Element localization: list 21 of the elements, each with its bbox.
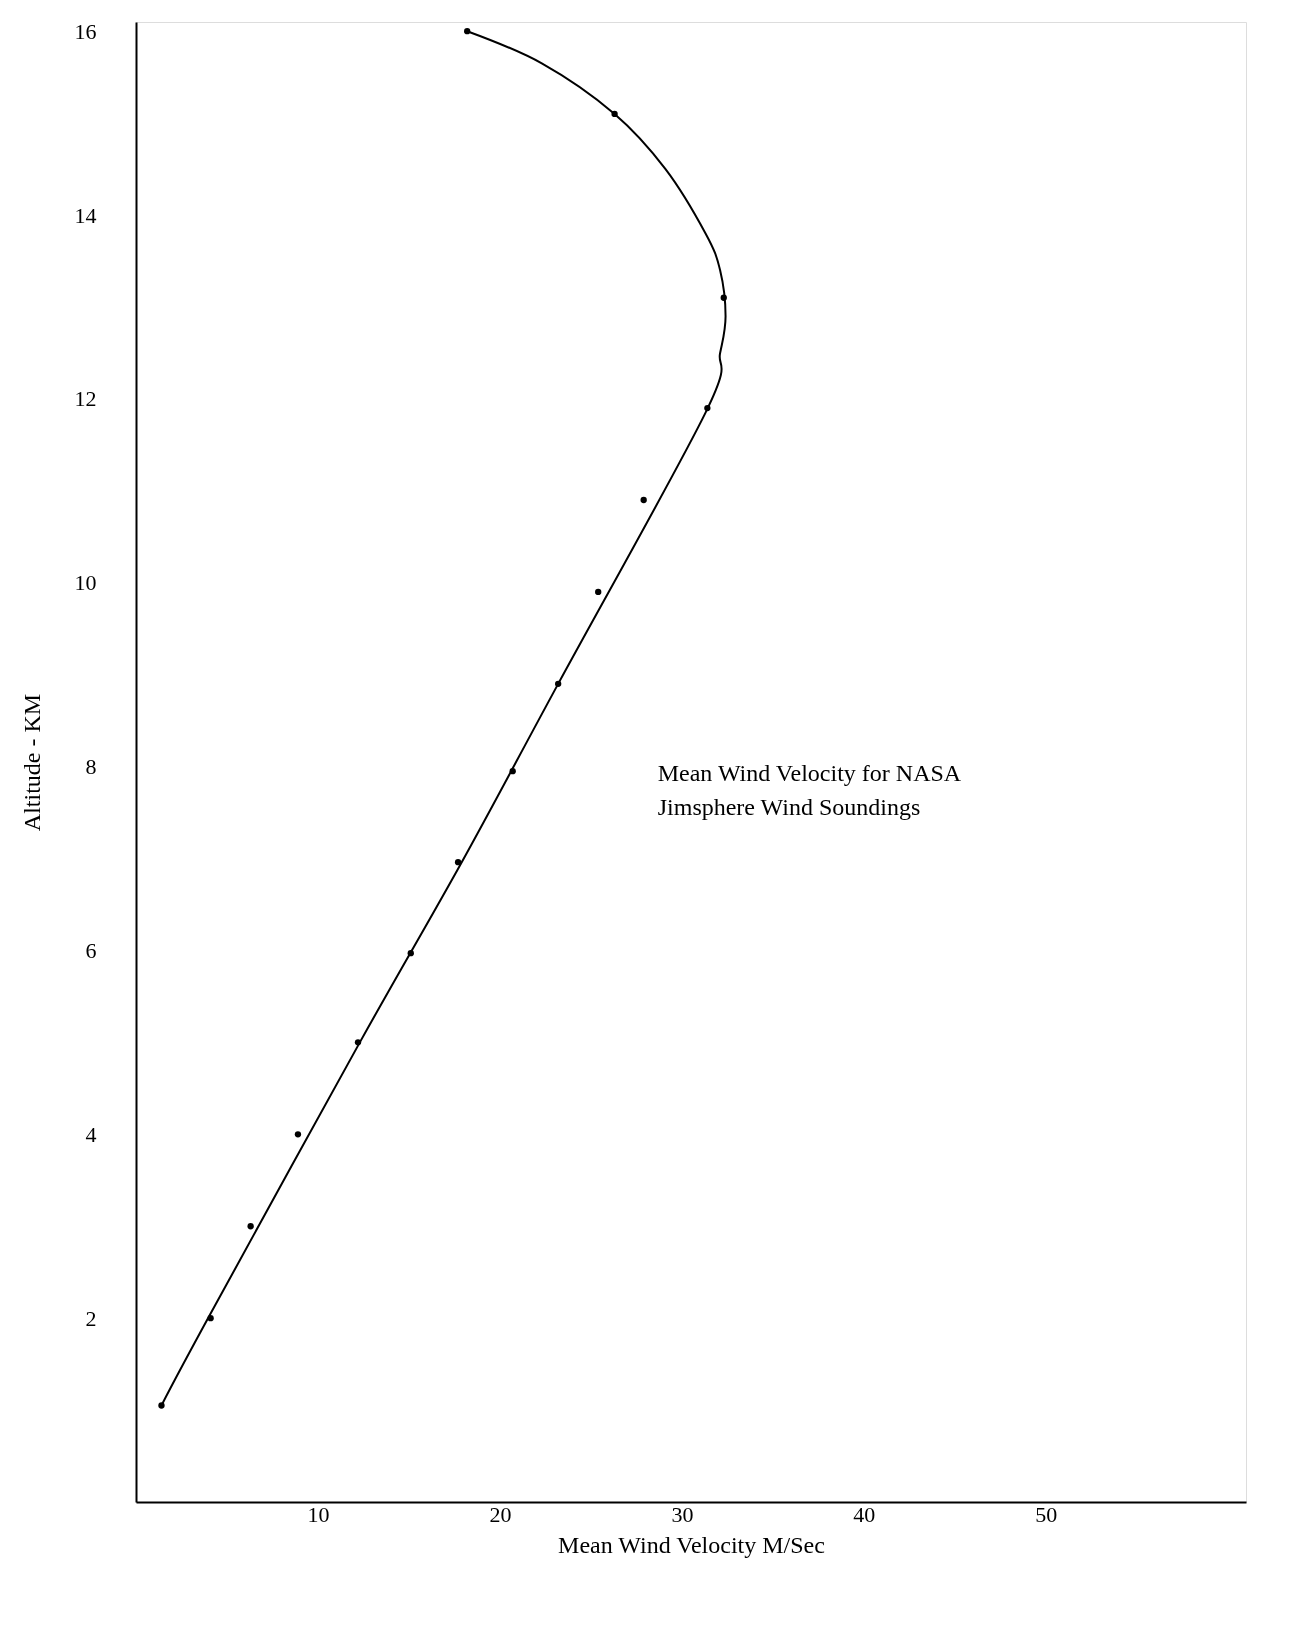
y-tick-label: 10 (74, 570, 97, 596)
point (640, 496, 647, 504)
point (454, 859, 462, 866)
point (294, 1131, 302, 1138)
y-tick-label: 4 (85, 1121, 97, 1147)
annotation: Mean Wind Velocity for NASA Jimsphere Wind Soundings (657, 760, 962, 820)
y-tick-label: 6 (85, 937, 97, 963)
x-tick-label: 40 (853, 1501, 876, 1527)
y-tick-label: 14 (74, 202, 97, 228)
y-tick-label: 2 (85, 1305, 97, 1331)
y-axis-title: Altitude - KM (18, 693, 45, 832)
x-tick-label: 30 (671, 1501, 694, 1527)
y-tick-label: 12 (74, 386, 97, 412)
x-tick-label: 50 (1035, 1501, 1058, 1527)
x-axis-title: Mean Wind Velocity M/Sec (558, 1531, 825, 1558)
point (247, 1223, 254, 1230)
x-tick-label: 20 (489, 1501, 512, 1527)
y-tick-label: 8 (85, 754, 97, 780)
x-tick-label: 10 (307, 1501, 330, 1527)
y-tick-label: 16 (74, 18, 97, 44)
point (595, 588, 602, 596)
